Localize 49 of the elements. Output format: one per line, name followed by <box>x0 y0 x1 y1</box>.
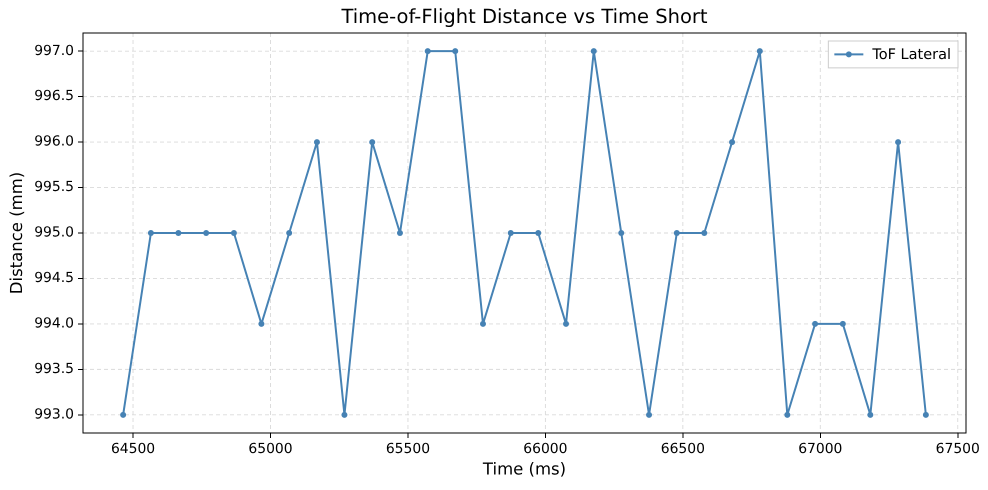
point <box>784 412 790 418</box>
y-tick-label: 997.0 <box>34 42 74 59</box>
point <box>480 320 486 327</box>
x-tick-label: 66000 <box>523 440 568 457</box>
x-tick-label: 66500 <box>660 440 705 457</box>
x-axis-title: Time (ms) <box>482 459 566 478</box>
y-tick-label: 996.5 <box>34 88 74 104</box>
point <box>922 412 929 418</box>
point <box>203 230 210 236</box>
x-tick-label: 65000 <box>248 440 293 457</box>
point <box>618 230 624 236</box>
point <box>230 230 237 236</box>
point <box>452 48 458 54</box>
y-tick-label: 994.5 <box>34 270 74 286</box>
chart-title: Time-of-Flight Distance vs Time Short <box>340 5 708 28</box>
point <box>590 48 597 54</box>
point <box>535 230 542 236</box>
y-tick-label: 995.5 <box>34 179 74 196</box>
point <box>396 230 403 236</box>
point <box>286 230 292 236</box>
point <box>175 230 182 236</box>
point <box>314 139 320 146</box>
x-tick-label: 65500 <box>386 440 430 457</box>
point <box>148 230 154 236</box>
point <box>563 320 570 327</box>
y-tick-label: 996.0 <box>34 134 74 150</box>
y-axis-title: Distance (mm) <box>7 172 26 294</box>
y-tick-label: 993.0 <box>34 406 74 422</box>
point <box>701 230 708 236</box>
x-tick-label: 64500 <box>110 440 156 457</box>
point <box>646 412 652 418</box>
y-tick-label: 993.5 <box>34 360 74 377</box>
point <box>812 320 818 327</box>
point <box>729 139 736 146</box>
point <box>424 48 431 54</box>
point <box>341 412 348 418</box>
legend-label: ToF Lateral <box>871 47 952 64</box>
point <box>674 230 680 236</box>
x-tick-label: 67500 <box>936 440 980 457</box>
point <box>867 412 874 418</box>
y-tick-label: 995.0 <box>34 224 74 241</box>
point <box>120 412 126 418</box>
point <box>756 48 763 54</box>
point <box>508 230 514 236</box>
point <box>895 139 902 146</box>
x-tick-label: 67000 <box>798 440 842 457</box>
point <box>840 320 846 327</box>
point <box>369 139 376 146</box>
y-tick-label: 994.0 <box>34 316 74 332</box>
